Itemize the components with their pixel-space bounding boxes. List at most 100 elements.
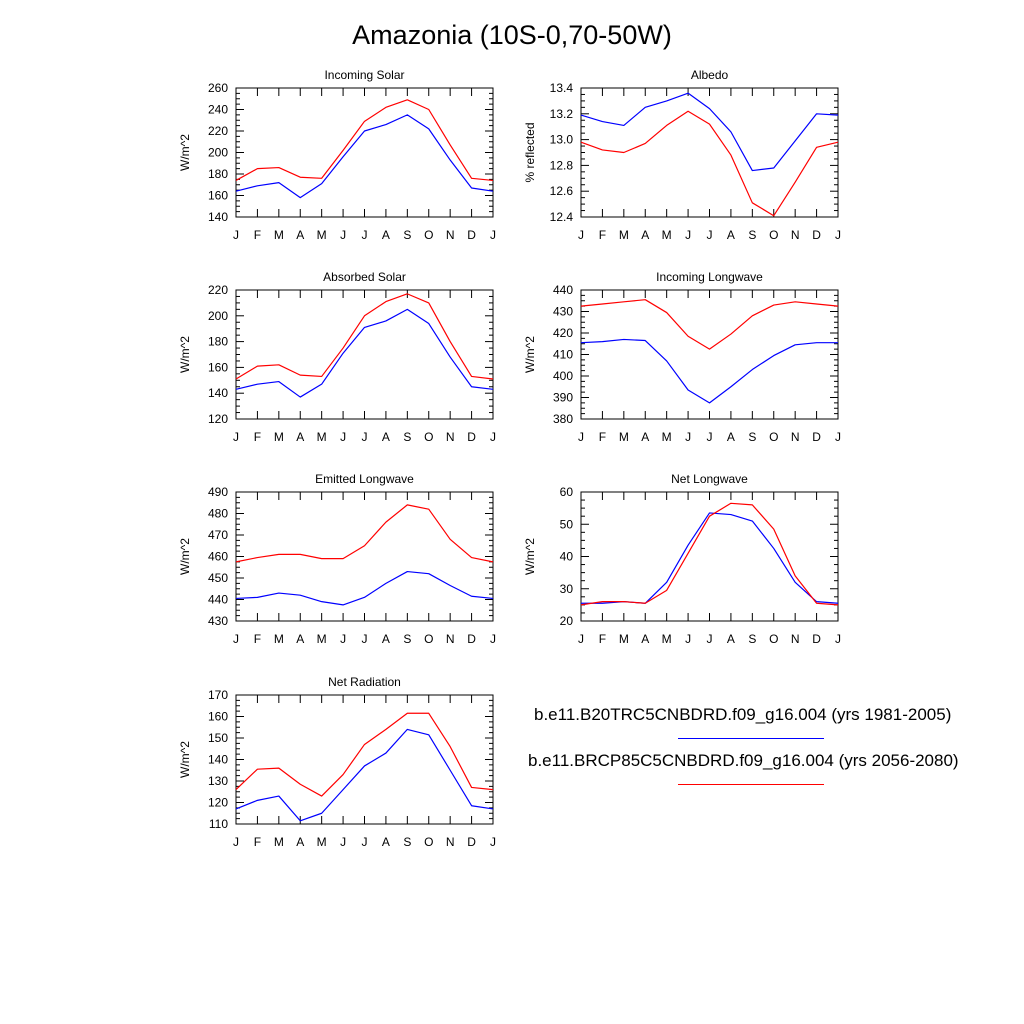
panel-incoming-solar-xtick-label-8: S [403,228,411,242]
panel-incoming-longwave-ytick-label-5: 430 [553,305,573,319]
panel-incoming-solar-xtick-label-2: M [274,228,284,242]
panel-incoming-longwave-xtick-label-8: S [748,430,756,444]
panel-albedo-xtick-label-5: J [685,228,691,242]
panel-emitted-longwave-ytick-label-3: 460 [208,550,228,564]
panel-incoming-longwave-xtick-label-12: J [835,430,841,444]
panel-net-longwave-xtick-label-2: M [619,632,629,646]
panel-emitted-longwave-frame [235,491,494,622]
panel-net-radiation-xtick-label-0: J [233,835,239,849]
panel-albedo-series-run1 [580,92,839,172]
panel-absorbed-solar-ytick-label-3: 180 [208,335,228,349]
panel-emitted-longwave-xtick-label-4: M [317,632,327,646]
panel-incoming-solar-ytick-label-6: 260 [208,81,228,95]
panel-albedo-xtick-label-12: J [835,228,841,242]
panel-emitted-longwave-ytick-label-0: 430 [208,614,228,628]
panel-emitted-longwave-xtick-label-2: M [274,632,284,646]
panel-incoming-longwave: Incoming Longwave W/m^2 380 390 400 410 420 430… [523,270,841,444]
panel-net-radiation-frame [235,694,494,825]
panel-albedo-title: Albedo [691,68,729,82]
panel-albedo-xtick-label-6: J [707,228,713,242]
panel-net-radiation-ytick-label-2: 130 [208,774,228,788]
panel-incoming-solar-ytick-label-4: 220 [208,124,228,138]
panel-albedo-xtick-label-1: F [599,228,606,242]
panel-incoming-longwave-frame [580,289,839,420]
panel-albedo-ytick-label-5: 13.4 [550,81,574,95]
legend-line-run2 [678,784,824,785]
panel-absorbed-solar-ytick-label-5: 220 [208,283,228,297]
panel-incoming-longwave-xtick-label-7: A [727,430,735,444]
panel-net-longwave-xtick-label-10: N [791,632,800,646]
panel-absorbed-solar-ytick-label-1: 140 [208,386,228,400]
panel-emitted-longwave-xtick-label-3: A [296,632,304,646]
panel-albedo: Albedo % reflected 12.4 12.6 12.8 13.0 13.2 13.… [523,68,841,242]
panel-absorbed-solar-xtick-label-10: N [446,430,455,444]
panel-absorbed-solar-title: Absorbed Solar [323,270,406,284]
panel-net-radiation-xtick-label-8: S [403,835,411,849]
panel-incoming-solar: Incoming Solar W/m^2 140 160 180 200 220 240 260… [178,68,496,242]
panel-incoming-solar-xtick-label-1: F [254,228,261,242]
panel-incoming-solar-xtick-label-5: J [340,228,346,242]
panel-absorbed-solar-xtick-label-6: J [362,430,368,444]
panel-emitted-longwave-xtick-label-5: J [340,632,346,646]
panel-net-radiation-ytick-label-6: 170 [208,688,228,702]
panel-net-radiation-xtick-label-11: D [467,835,476,849]
panel-albedo-ytick-label-3: 13.0 [550,133,574,147]
panel-albedo-xtick-label-8: S [748,228,756,242]
panel-emitted-longwave-xtick-label-12: J [490,632,496,646]
panel-absorbed-solar-ytick-label-0: 120 [208,412,228,426]
panel-incoming-longwave-ylabel: W/m^2 [523,336,537,373]
panel-albedo-ytick-label-1: 12.6 [550,184,574,198]
panel-absorbed-solar-xtick-label-3: A [296,430,304,444]
panel-emitted-longwave-ytick-label-5: 480 [208,507,228,521]
panel-emitted-longwave-xtick-label-11: D [467,632,476,646]
panel-albedo-ylabel: % reflected [523,122,537,182]
panel-incoming-longwave-ytick-label-4: 420 [553,326,573,340]
panel-incoming-longwave-xtick-label-3: A [641,430,649,444]
panel-incoming-longwave-xtick-label-0: J [578,430,584,444]
panel-net-longwave-xtick-label-8: S [748,632,756,646]
panel-net-longwave-ytick-label-4: 60 [560,485,574,499]
panel-emitted-longwave-xtick-label-8: S [403,632,411,646]
panel-incoming-solar-title: Incoming Solar [324,68,404,82]
panel-net-radiation-series-run1 [235,728,494,822]
panel-net-longwave-xtick-label-12: J [835,632,841,646]
panel-net-longwave-xtick-label-11: D [812,632,821,646]
panel-incoming-solar-ytick-label-1: 160 [208,189,228,203]
panel-net-radiation-ytick-label-3: 140 [208,753,228,767]
panel-net-radiation-ytick-label-5: 160 [208,710,228,724]
panel-incoming-solar-ytick-label-0: 140 [208,210,228,224]
panel-net-radiation-xtick-label-12: J [490,835,496,849]
panel-net-longwave-xtick-label-1: F [599,632,606,646]
panel-emitted-longwave-xtick-label-6: J [362,632,368,646]
panel-absorbed-solar-ylabel: W/m^2 [178,336,192,373]
legend-label-run2: b.e11.BRCP85C5CNBDRD.f09_g16.004 (yrs 20… [528,751,959,770]
panel-net-radiation-xtick-label-4: M [317,835,327,849]
page-title: Amazonia (10S-0,70-50W) [352,20,672,50]
panel-emitted-longwave-series-run2 [235,504,494,563]
panel-emitted-longwave-ytick-label-2: 450 [208,571,228,585]
panel-net-longwave-ylabel: W/m^2 [523,538,537,575]
panel-albedo-xtick-label-10: N [791,228,800,242]
panel-albedo-xtick-label-4: M [662,228,672,242]
panel-absorbed-solar-xtick-label-1: F [254,430,261,444]
panel-net-radiation-ytick-label-1: 120 [208,796,228,810]
panel-net-radiation-ytick-label-4: 150 [208,731,228,745]
panel-incoming-longwave-xtick-label-2: M [619,430,629,444]
panel-incoming-solar-ytick-label-3: 200 [208,146,228,160]
panel-net-longwave-title: Net Longwave [671,472,748,486]
panel-incoming-solar-ytick-label-5: 240 [208,103,228,117]
panel-net-radiation-xtick-label-5: J [340,835,346,849]
panel-incoming-solar-xtick-label-0: J [233,228,239,242]
panel-incoming-solar-series-run1 [235,114,494,199]
panel-absorbed-solar-xtick-label-11: D [467,430,476,444]
panel-albedo-xtick-label-2: M [619,228,629,242]
panel-absorbed-solar-xtick-label-2: M [274,430,284,444]
panel-albedo-xtick-label-9: O [769,228,778,242]
panel-incoming-solar-xtick-label-12: J [490,228,496,242]
panel-net-longwave-xtick-label-3: A [641,632,649,646]
panel-net-longwave-xtick-label-5: J [685,632,691,646]
panel-incoming-longwave-xtick-label-6: J [707,430,713,444]
panel-absorbed-solar-xtick-label-0: J [233,430,239,444]
panel-emitted-longwave-xtick-label-9: O [424,632,433,646]
